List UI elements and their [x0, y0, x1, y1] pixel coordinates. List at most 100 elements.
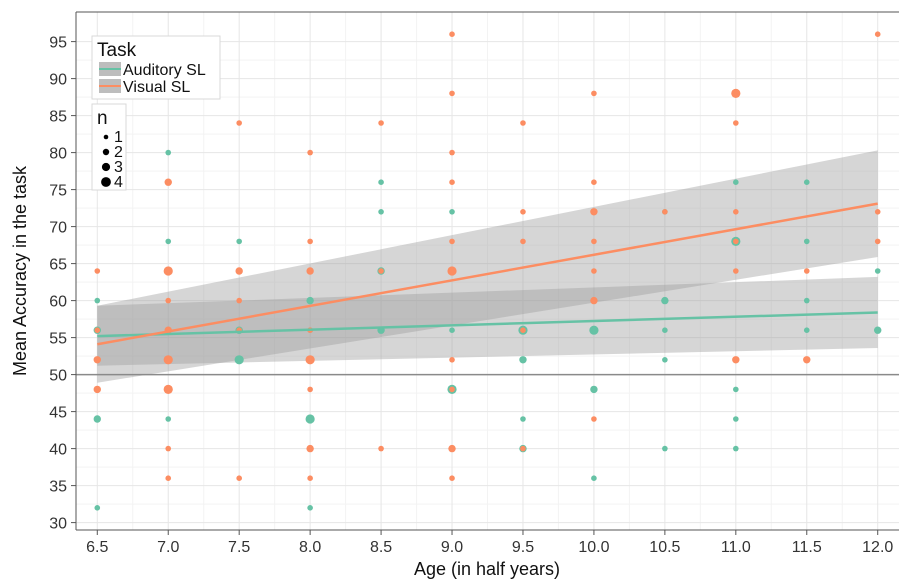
y-tick-label: 90: [49, 72, 67, 89]
point-visual: [449, 31, 455, 37]
y-tick-label: 65: [49, 257, 67, 274]
point-auditory: [306, 296, 314, 305]
point-visual: [307, 149, 313, 156]
point-visual: [307, 475, 313, 482]
point-visual: [520, 120, 526, 126]
point-visual: [449, 238, 455, 245]
legend-n-box: [91, 103, 127, 191]
point-visual: [874, 31, 881, 37]
point-visual: [449, 90, 455, 97]
point-visual: [378, 268, 384, 274]
point-visual: [733, 209, 739, 215]
point-visual: [732, 356, 740, 364]
point-auditory: [874, 326, 882, 334]
point-visual: [305, 355, 315, 365]
point-auditory: [662, 327, 668, 334]
x-tick-label: 6.5: [86, 539, 108, 556]
point-auditory: [94, 505, 101, 511]
point-auditory: [449, 209, 455, 215]
y-tick-label: 55: [49, 331, 67, 348]
point-auditory: [590, 385, 598, 394]
point-auditory: [449, 327, 455, 334]
legend-size-label-3: 3: [114, 159, 123, 176]
x-tick-label: 11.0: [721, 539, 751, 556]
point-auditory: [236, 238, 242, 245]
point-visual: [378, 445, 384, 452]
y-axis-title: Mean Accuracy in the task: [10, 165, 30, 376]
point-visual: [163, 384, 173, 394]
point-visual: [93, 356, 101, 364]
legend-n-title: n: [97, 108, 108, 129]
point-visual: [448, 444, 456, 453]
point-auditory: [733, 386, 739, 393]
fit-line-visual: [97, 202, 878, 346]
point-visual: [731, 88, 741, 98]
legend: Task Auditory SL Visual SL n 1 2 3 4: [91, 35, 221, 191]
x-tick-label: 7.5: [228, 539, 250, 556]
data-points: [93, 31, 882, 511]
x-tick-label: 8.5: [370, 539, 392, 556]
legend-label-visual: Visual SL: [123, 79, 190, 96]
legend-size-key-3: [101, 162, 111, 172]
point-visual: [733, 120, 739, 126]
point-auditory: [803, 238, 810, 245]
point-auditory: [662, 357, 668, 363]
y-tick-label: 80: [49, 146, 67, 163]
y-axis-ticks: 30 35 40 45 50 55 60 65 70 75 80 85 90 95: [49, 35, 76, 533]
y-tick-label: 60: [49, 294, 67, 311]
point-auditory: [165, 416, 172, 422]
legend-task-title: Task: [97, 40, 137, 61]
point-visual: [378, 120, 384, 126]
point-auditory: [803, 179, 810, 185]
point-auditory: [305, 414, 315, 424]
point-auditory: [733, 416, 739, 422]
point-auditory: [520, 416, 526, 422]
point-visual: [591, 179, 597, 185]
x-tick-label: 10.5: [649, 539, 680, 556]
point-visual: [163, 266, 173, 276]
point-visual: [520, 445, 526, 452]
y-tick-label: 95: [49, 35, 67, 52]
y-tick-label: 30: [49, 516, 67, 533]
point-visual: [165, 445, 172, 452]
point-auditory: [591, 475, 597, 482]
x-tick-label: 10.0: [578, 539, 609, 556]
point-visual: [236, 475, 242, 482]
x-tick-label: 11.5: [792, 539, 822, 556]
point-visual: [449, 357, 455, 363]
y-tick-label: 85: [49, 109, 67, 126]
x-tick-label: 8.0: [299, 539, 321, 556]
point-visual: [236, 297, 242, 304]
point-visual: [733, 238, 739, 245]
y-tick-label: 40: [49, 442, 67, 459]
point-visual: [803, 356, 811, 364]
point-visual: [307, 386, 313, 393]
point-visual: [520, 209, 526, 215]
point-auditory: [661, 296, 669, 305]
point-auditory: [378, 209, 384, 215]
point-visual: [874, 209, 881, 215]
point-visual: [236, 120, 242, 126]
point-visual: [165, 297, 172, 304]
point-auditory: [662, 445, 668, 452]
point-visual: [591, 416, 597, 422]
point-auditory: [94, 297, 101, 304]
point-visual: [590, 296, 598, 305]
point-visual: [733, 268, 739, 274]
legend-size-label-1: 1: [114, 129, 123, 146]
fit-line-auditory: [97, 311, 878, 338]
point-visual: [447, 266, 457, 276]
confidence-band-auditory: [97, 276, 878, 366]
point-auditory: [378, 179, 384, 185]
y-tick-label: 50: [49, 368, 67, 385]
point-auditory: [165, 238, 172, 245]
point-visual: [449, 149, 455, 156]
minor-grid: [76, 12, 899, 530]
point-visual: [449, 475, 455, 482]
legend-label-auditory: Auditory SL: [123, 62, 206, 79]
x-axis-ticks: 6.5 7.0 7.5 8.0 8.5 9.0 9.5 10.0 10.5 11.0 11.5 12.…: [86, 530, 893, 556]
point-visual: [803, 268, 810, 274]
point-visual: [306, 444, 314, 453]
x-tick-label: 12.0: [862, 539, 893, 556]
point-auditory: [93, 415, 101, 423]
